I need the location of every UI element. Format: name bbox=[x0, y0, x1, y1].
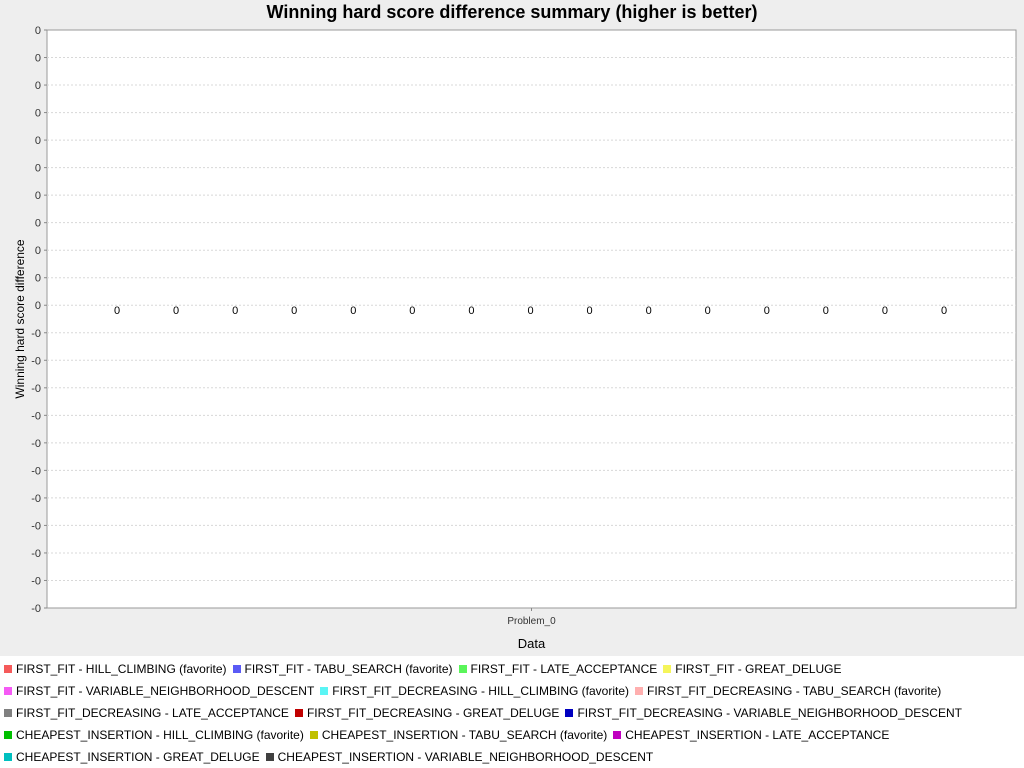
y-tick-label: 0 bbox=[35, 25, 41, 37]
y-tick-label: -0 bbox=[31, 520, 41, 532]
legend-row: CHEAPEST_INSERTION - GREAT_DELUGE CHEAPE… bbox=[4, 746, 1020, 768]
legend-item: FIRST_FIT - TABU_SEARCH (favorite) bbox=[232, 662, 453, 676]
legend-swatch bbox=[4, 731, 12, 739]
y-tick-label: -0 bbox=[31, 410, 41, 422]
legend-label: FIRST_FIT_DECREASING - GREAT_DELUGE bbox=[306, 706, 560, 720]
legend-label: CHEAPEST_INSERTION - GREAT_DELUGE bbox=[16, 750, 260, 764]
legend-swatch bbox=[4, 665, 12, 673]
chart-title: Winning hard score difference summary (h… bbox=[266, 2, 758, 22]
legend-swatch bbox=[309, 731, 318, 739]
data-label: 0 bbox=[527, 305, 533, 317]
legend-item: FIRST_FIT_DECREASING - HILL_CLIMBING (fa… bbox=[320, 684, 629, 698]
legend-label: FIRST_FIT - LATE_ACCEPTANCE bbox=[470, 662, 658, 676]
legend-swatch bbox=[232, 665, 241, 673]
y-tick-label: -0 bbox=[31, 438, 41, 450]
legend-swatch bbox=[4, 687, 12, 695]
y-axis-title: Winning hard score difference bbox=[13, 239, 27, 399]
legend-item: FIRST_FIT - HILL_CLIMBING (favorite) bbox=[4, 662, 227, 676]
legend-row: FIRST_FIT_DECREASING - LATE_ACCEPTANCE F… bbox=[4, 702, 1020, 724]
legend-swatch bbox=[320, 687, 329, 695]
data-label: 0 bbox=[173, 305, 179, 317]
legend-label: CHEAPEST_INSERTION - TABU_SEARCH (favori… bbox=[321, 728, 608, 742]
legend-item: FIRST_FIT_DECREASING - GREAT_DELUGE bbox=[294, 706, 560, 720]
legend-label: FIRST_FIT - TABU_SEARCH (favorite) bbox=[244, 662, 453, 676]
legend-item: FIRST_FIT_DECREASING - VARIABLE_NEIGHBOR… bbox=[565, 706, 962, 720]
legend-item: CHEAPEST_INSERTION - HILL_CLIMBING (favo… bbox=[4, 728, 304, 742]
y-tick-label: 0 bbox=[35, 273, 41, 285]
legend-swatch bbox=[458, 665, 467, 673]
legend-label: FIRST_FIT - VARIABLE_NEIGHBORHOOD_DESCEN… bbox=[16, 684, 315, 698]
legend-item: FIRST_FIT_DECREASING - TABU_SEARCH (favo… bbox=[635, 684, 941, 698]
data-label: 0 bbox=[941, 305, 947, 317]
x-axis-title: Data bbox=[518, 636, 546, 651]
y-tick-label: 0 bbox=[35, 108, 41, 120]
legend-row: FIRST_FIT - VARIABLE_NEIGHBORHOOD_DESCEN… bbox=[4, 680, 1020, 702]
data-label: 0 bbox=[350, 305, 356, 317]
legend-label: CHEAPEST_INSERTION - LATE_ACCEPTANCE bbox=[625, 728, 890, 742]
legend-label: FIRST_FIT_DECREASING - LATE_ACCEPTANCE bbox=[16, 706, 289, 720]
legend-row: CHEAPEST_INSERTION - HILL_CLIMBING (favo… bbox=[4, 724, 1020, 746]
data-label: 0 bbox=[468, 305, 474, 317]
legend-item: FIRST_FIT - LATE_ACCEPTANCE bbox=[458, 662, 658, 676]
y-tick-label: -0 bbox=[31, 328, 41, 340]
y-tick-label: -0 bbox=[31, 465, 41, 477]
data-label: 0 bbox=[232, 305, 238, 317]
legend: FIRST_FIT - HILL_CLIMBING (favorite) FIR… bbox=[0, 656, 1024, 768]
legend-swatch bbox=[663, 665, 672, 673]
y-tick-label: 0 bbox=[35, 53, 41, 65]
y-tick-label: -0 bbox=[31, 493, 41, 505]
legend-item: CHEAPEST_INSERTION - GREAT_DELUGE bbox=[4, 750, 260, 764]
legend-swatch bbox=[635, 687, 644, 695]
plot-area bbox=[46, 29, 1017, 609]
data-label: 0 bbox=[646, 305, 652, 317]
legend-item: CHEAPEST_INSERTION - VARIABLE_NEIGHBORHO… bbox=[265, 750, 654, 764]
y-tick-label: 0 bbox=[35, 135, 41, 147]
y-tick-label: 0 bbox=[35, 218, 41, 230]
legend-item: CHEAPEST_INSERTION - LATE_ACCEPTANCE bbox=[613, 728, 889, 742]
legend-swatch bbox=[4, 709, 12, 717]
y-tick-label: 0 bbox=[35, 190, 41, 202]
y-tick-label: -0 bbox=[31, 603, 41, 615]
legend-label: CHEAPEST_INSERTION - VARIABLE_NEIGHBORHO… bbox=[277, 750, 654, 764]
y-tick-label: 0 bbox=[35, 80, 41, 92]
legend-swatch bbox=[613, 731, 622, 739]
legend-label: FIRST_FIT_DECREASING - VARIABLE_NEIGHBOR… bbox=[577, 706, 962, 720]
legend-label: CHEAPEST_INSERTION - HILL_CLIMBING (favo… bbox=[16, 728, 304, 742]
legend-item: FIRST_FIT_DECREASING - LATE_ACCEPTANCE bbox=[4, 706, 289, 720]
data-label: 0 bbox=[705, 305, 711, 317]
y-tick-label: -0 bbox=[31, 383, 41, 395]
data-label: 0 bbox=[764, 305, 770, 317]
legend-item: CHEAPEST_INSERTION - TABU_SEARCH (favori… bbox=[309, 728, 608, 742]
y-tick-label: 0 bbox=[35, 245, 41, 257]
data-label: 0 bbox=[409, 305, 415, 317]
y-tick-label: -0 bbox=[31, 548, 41, 560]
legend-label: FIRST_FIT - GREAT_DELUGE bbox=[675, 662, 842, 676]
y-tick-label: -0 bbox=[31, 355, 41, 367]
legend-swatch bbox=[265, 753, 274, 761]
data-label: 0 bbox=[882, 305, 888, 317]
data-label: 0 bbox=[291, 305, 297, 317]
data-label: 0 bbox=[823, 305, 829, 317]
legend-label: FIRST_FIT - HILL_CLIMBING (favorite) bbox=[16, 662, 227, 676]
y-tick-label: 0 bbox=[35, 163, 41, 175]
x-tick-label: Problem_0 bbox=[507, 616, 556, 627]
legend-swatch bbox=[294, 709, 303, 717]
legend-label: FIRST_FIT_DECREASING - TABU_SEARCH (favo… bbox=[647, 684, 942, 698]
chart-area: 0 0 0 0 0 0 0 0 0 0 0 -0 -0 -0 -0 -0 -0 -0 -0 -0 -0 -0 0 0 0 0 0 0 0… bbox=[13, 25, 1017, 651]
data-label: 0 bbox=[114, 305, 120, 317]
legend-item: FIRST_FIT - VARIABLE_NEIGHBORHOOD_DESCEN… bbox=[4, 684, 314, 698]
legend-label: FIRST_FIT_DECREASING - HILL_CLIMBING (fa… bbox=[332, 684, 630, 698]
y-tick-label: 0 bbox=[35, 300, 41, 312]
data-label: 0 bbox=[587, 305, 593, 317]
legend-item: FIRST_FIT - GREAT_DELUGE bbox=[663, 662, 842, 676]
legend-swatch bbox=[4, 753, 12, 761]
legend-swatch bbox=[565, 709, 574, 717]
y-tick-label: -0 bbox=[31, 575, 41, 587]
legend-row: FIRST_FIT - HILL_CLIMBING (favorite) FIR… bbox=[4, 658, 1020, 680]
